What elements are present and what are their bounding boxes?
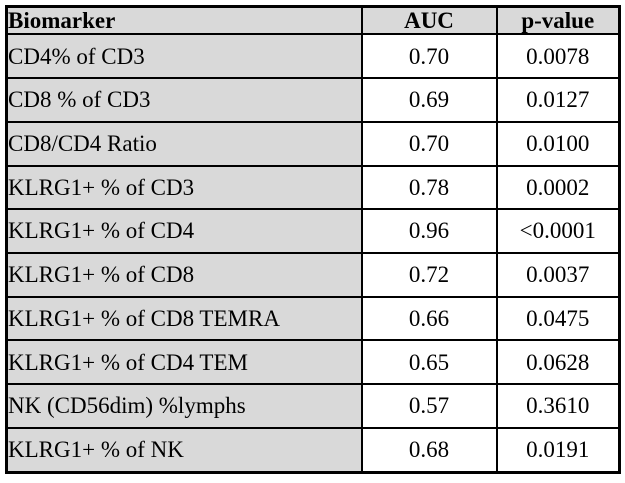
biomarker-auc-table: Biomarker AUC p-value CD4% of CD3 0.70 0… xyxy=(5,5,621,474)
table-row: NK (CD56dim) %lymphs 0.57 0.3610 xyxy=(5,383,621,429)
biomarker-cell: CD8/CD4 Ratio xyxy=(5,120,363,167)
table-row: KLRG1+ % of CD4 0.96 <0.0001 xyxy=(5,208,621,254)
pvalue-cell: 0.3610 xyxy=(495,383,621,429)
pvalue-cell: 0.0127 xyxy=(495,77,621,123)
auc-cell: 0.72 xyxy=(360,251,498,298)
table-row: KLRG1+ % of CD4 TEM 0.65 0.0628 xyxy=(5,339,621,386)
biomarker-cell: CD4% of CD3 xyxy=(5,33,363,80)
auc-cell: 0.78 xyxy=(360,164,498,211)
auc-cell: 0.96 xyxy=(360,208,498,254)
pvalue-cell: 0.0100 xyxy=(495,120,621,167)
auc-cell: 0.70 xyxy=(360,33,498,80)
biomarker-cell: KLRG1+ % of CD8 TEMRA xyxy=(5,295,363,342)
table-row: KLRG1+ % of CD8 0.72 0.0037 xyxy=(5,251,621,298)
pvalue-cell: 0.0078 xyxy=(495,33,621,80)
table-row: KLRG1+ % of CD3 0.78 0.0002 xyxy=(5,164,621,211)
biomarker-cell: KLRG1+ % of NK xyxy=(5,426,363,474)
pvalue-cell: 0.0037 xyxy=(495,251,621,298)
auc-cell: 0.66 xyxy=(360,295,498,342)
column-header-pvalue: p-value xyxy=(495,5,621,36)
column-header-biomarker: Biomarker xyxy=(5,5,363,36)
pvalue-cell: 0.0191 xyxy=(495,426,621,474)
table-row: CD8/CD4 Ratio 0.70 0.0100 xyxy=(5,120,621,167)
biomarker-cell: KLRG1+ % of CD3 xyxy=(5,164,363,211)
table-row: KLRG1+ % of CD8 TEMRA 0.66 0.0475 xyxy=(5,295,621,342)
biomarker-cell: NK (CD56dim) %lymphs xyxy=(5,383,363,429)
table-row: KLRG1+ % of NK 0.68 0.0191 xyxy=(5,426,621,474)
table-header-row: Biomarker AUC p-value xyxy=(5,5,621,36)
column-header-auc: AUC xyxy=(360,5,498,36)
auc-cell: 0.69 xyxy=(360,77,498,123)
biomarker-cell: CD8 % of CD3 xyxy=(5,77,363,123)
pvalue-cell: <0.0001 xyxy=(495,208,621,254)
auc-cell: 0.70 xyxy=(360,120,498,167)
biomarker-cell: KLRG1+ % of CD4 TEM xyxy=(5,339,363,386)
table-row: CD4% of CD3 0.70 0.0078 xyxy=(5,33,621,80)
pvalue-cell: 0.0002 xyxy=(495,164,621,211)
auc-cell: 0.68 xyxy=(360,426,498,474)
pvalue-cell: 0.0628 xyxy=(495,339,621,386)
auc-cell: 0.57 xyxy=(360,383,498,429)
biomarker-cell: KLRG1+ % of CD4 xyxy=(5,208,363,254)
biomarker-cell: KLRG1+ % of CD8 xyxy=(5,251,363,298)
auc-cell: 0.65 xyxy=(360,339,498,386)
pvalue-cell: 0.0475 xyxy=(495,295,621,342)
table-row: CD8 % of CD3 0.69 0.0127 xyxy=(5,77,621,123)
